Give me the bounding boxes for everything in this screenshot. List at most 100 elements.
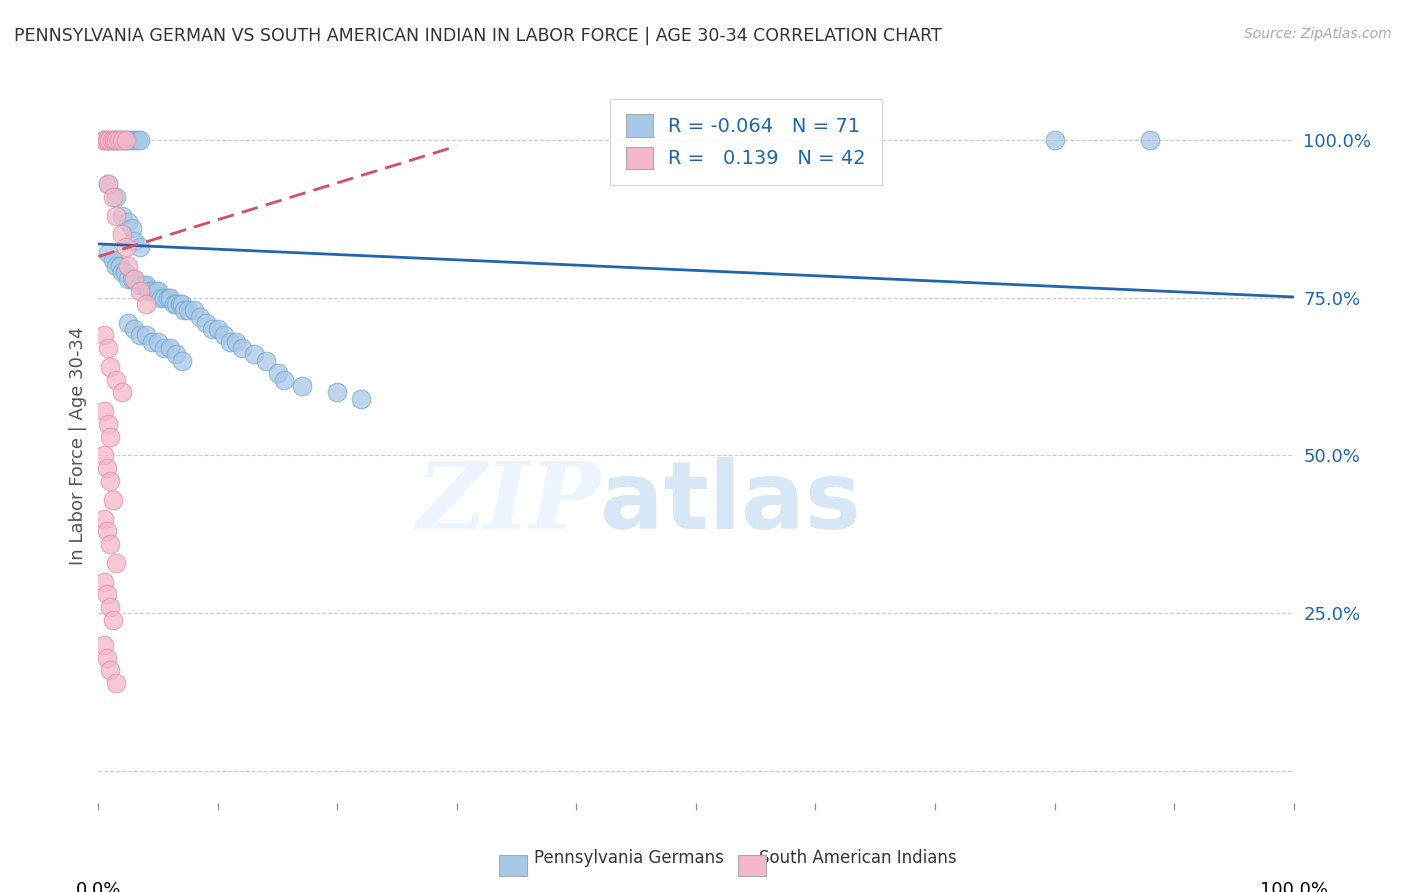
Point xyxy=(111,265,134,279)
Point xyxy=(93,511,115,525)
Text: atlas: atlas xyxy=(600,457,862,549)
Point xyxy=(98,133,121,147)
Point xyxy=(93,449,115,463)
Point xyxy=(98,600,122,615)
Point xyxy=(111,133,134,147)
Point xyxy=(188,310,211,324)
Point xyxy=(124,271,146,285)
Point xyxy=(183,303,205,318)
Text: 100.0%: 100.0% xyxy=(1260,881,1327,892)
Point xyxy=(177,303,200,318)
Point xyxy=(93,638,115,652)
Point xyxy=(291,379,314,393)
Point xyxy=(117,259,139,273)
Point xyxy=(124,271,146,285)
Point xyxy=(111,133,134,147)
Point xyxy=(98,360,122,375)
Point xyxy=(115,133,138,147)
Point xyxy=(129,277,152,292)
Legend: R = -0.064   N = 71, R =   0.139   N = 42: R = -0.064 N = 71, R = 0.139 N = 42 xyxy=(610,99,882,185)
Point xyxy=(101,613,124,627)
Point xyxy=(97,341,120,355)
Point xyxy=(101,133,124,147)
Point xyxy=(93,133,115,147)
Point xyxy=(111,227,134,242)
Point xyxy=(114,133,136,147)
Point xyxy=(124,133,146,147)
Point xyxy=(135,277,157,292)
Point xyxy=(117,215,139,229)
Point xyxy=(97,133,120,147)
Point xyxy=(169,297,191,311)
Point xyxy=(172,297,194,311)
Point xyxy=(124,322,146,336)
Text: Pennsylvania Germans: Pennsylvania Germans xyxy=(534,849,724,867)
Point xyxy=(98,474,122,488)
Point xyxy=(97,246,120,260)
Point xyxy=(138,285,160,299)
Point xyxy=(141,334,163,349)
Point xyxy=(135,328,157,343)
Point xyxy=(96,461,118,475)
Point xyxy=(326,385,349,400)
Point xyxy=(159,341,181,355)
Point xyxy=(105,189,128,203)
Point xyxy=(105,373,128,387)
Point xyxy=(108,259,131,273)
Point xyxy=(107,133,129,147)
Point xyxy=(117,316,139,330)
Point xyxy=(173,303,195,318)
Point xyxy=(148,285,170,299)
Point xyxy=(1043,133,1066,147)
Point xyxy=(111,209,134,223)
Point xyxy=(135,297,157,311)
Point xyxy=(114,265,136,279)
Text: PENNSYLVANIA GERMAN VS SOUTH AMERICAN INDIAN IN LABOR FORCE | AGE 30-34 CORRELAT: PENNSYLVANIA GERMAN VS SOUTH AMERICAN IN… xyxy=(14,27,942,45)
Point xyxy=(98,663,122,677)
Point xyxy=(105,259,128,273)
Point xyxy=(153,341,176,355)
Point xyxy=(127,133,149,147)
Point xyxy=(96,524,118,539)
Point xyxy=(97,177,120,191)
Point xyxy=(129,240,152,254)
Point xyxy=(96,133,118,147)
Point xyxy=(105,675,128,690)
Point xyxy=(219,334,242,349)
Point xyxy=(105,133,128,147)
Point xyxy=(93,328,115,343)
Point xyxy=(163,297,186,311)
Point xyxy=(201,322,224,336)
Point xyxy=(159,291,181,305)
Point xyxy=(207,322,229,336)
Point xyxy=(254,353,277,368)
Point xyxy=(165,347,187,361)
Point xyxy=(129,285,152,299)
Point xyxy=(121,271,143,285)
Point xyxy=(129,328,152,343)
Y-axis label: In Labor Force | Age 30-34: In Labor Force | Age 30-34 xyxy=(69,326,87,566)
Point xyxy=(100,133,122,147)
Point xyxy=(105,209,128,223)
Point xyxy=(132,277,155,292)
Point xyxy=(148,334,170,349)
Point xyxy=(225,334,247,349)
Point xyxy=(111,385,134,400)
Text: 0.0%: 0.0% xyxy=(76,881,121,892)
Point xyxy=(267,367,290,381)
Point xyxy=(101,189,124,203)
Text: Source: ZipAtlas.com: Source: ZipAtlas.com xyxy=(1244,27,1392,41)
Point xyxy=(98,537,122,551)
Point xyxy=(98,429,122,443)
Point xyxy=(172,353,194,368)
Point xyxy=(96,587,118,601)
Text: ZIP: ZIP xyxy=(416,458,600,548)
Point xyxy=(93,574,115,589)
Point xyxy=(93,133,115,147)
Point xyxy=(101,492,124,507)
Point xyxy=(97,177,120,191)
Point xyxy=(350,392,373,406)
Point xyxy=(145,285,167,299)
Point xyxy=(273,373,295,387)
Point xyxy=(105,133,128,147)
